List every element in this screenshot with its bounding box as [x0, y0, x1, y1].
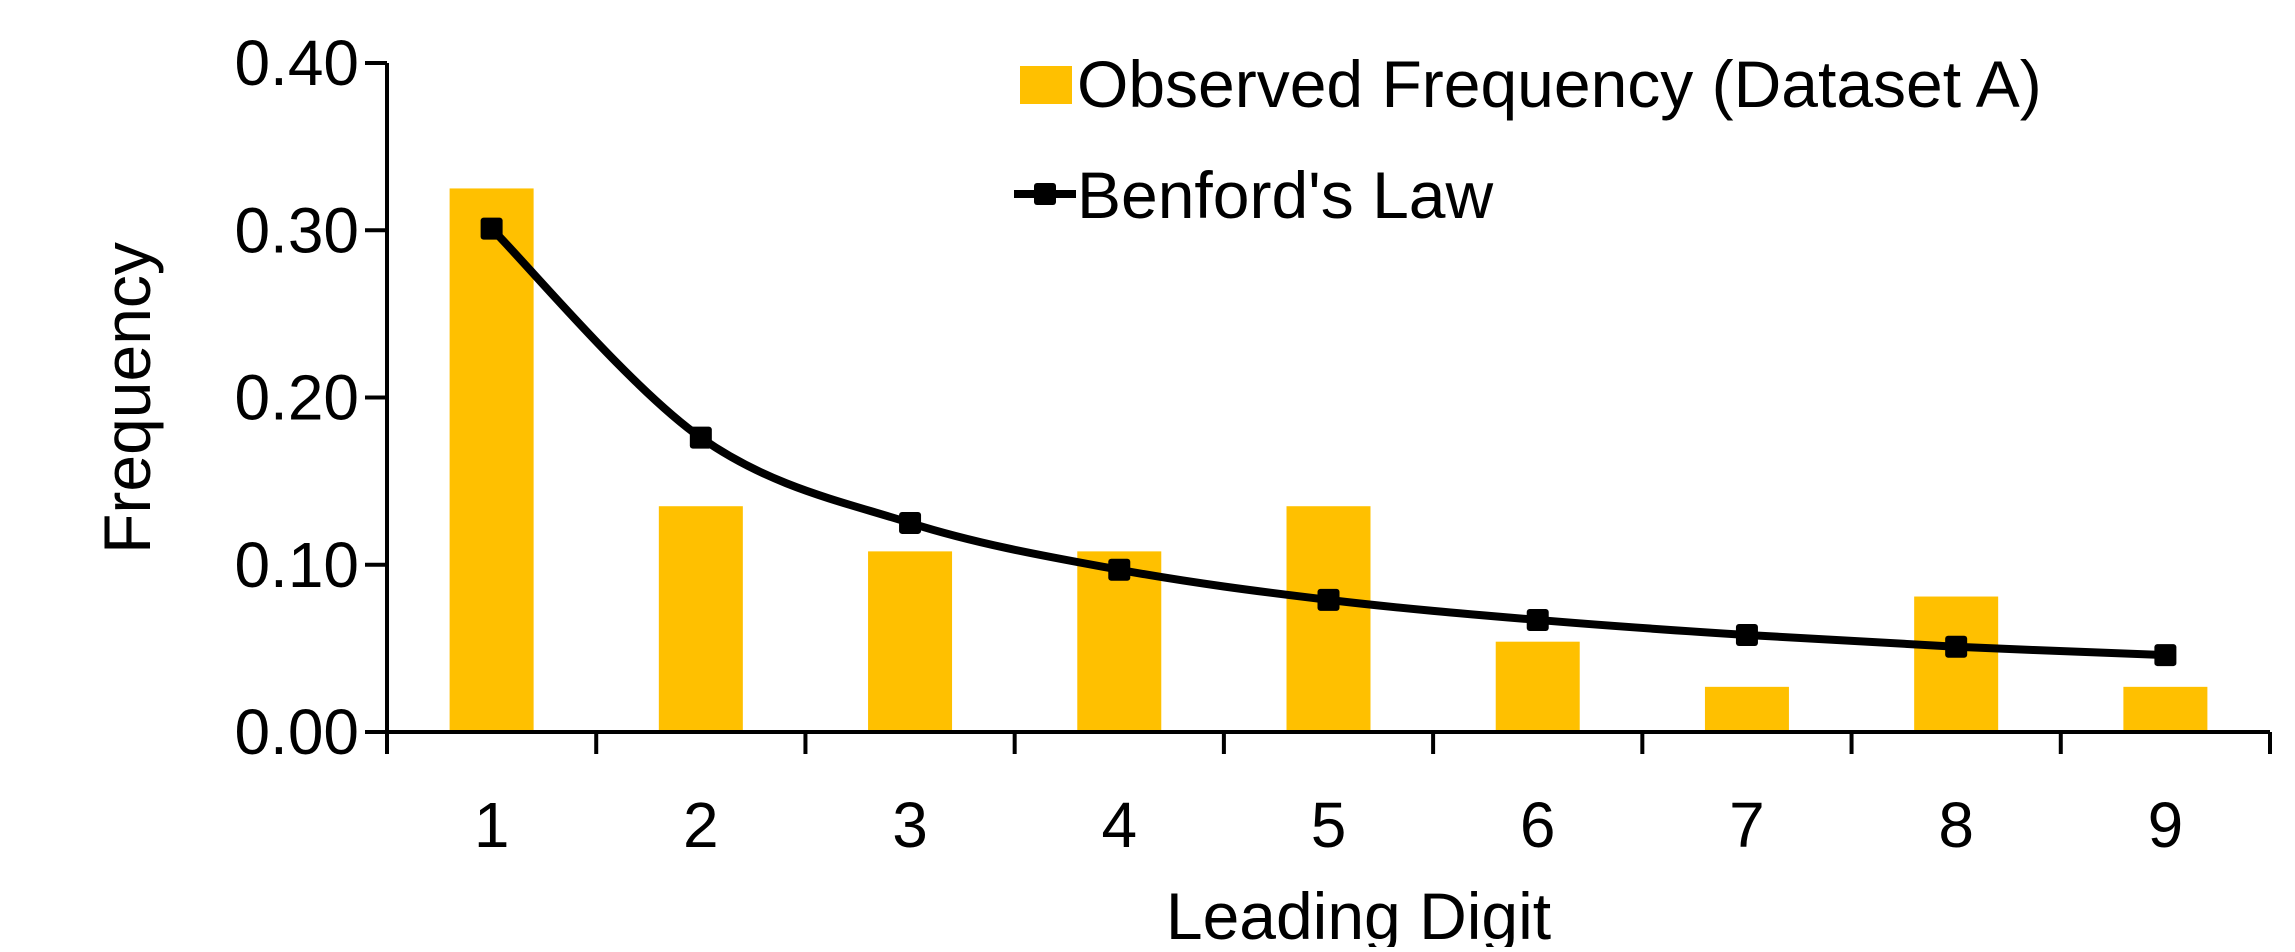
- x-tick-label: 5: [1311, 789, 1347, 861]
- benford-marker-9: [2154, 644, 2177, 667]
- x-tick-label: 6: [1520, 789, 1556, 861]
- legend-label-benford: Benford's Law: [1077, 158, 1494, 232]
- y-axis-title: Frequency: [90, 242, 164, 554]
- y-tick-label: 0.00: [234, 696, 359, 768]
- legend: Observed Frequency (Dataset A) Benford's …: [1014, 47, 2042, 232]
- x-axis-title: Leading Digit: [1166, 879, 1551, 947]
- bar-9: [2123, 686, 2208, 732]
- benford-line: [488, 225, 2166, 660]
- bar-3: [868, 551, 953, 732]
- axes-layer: 0.00 0.10 0.20 0.30 0.40 1 2 3 4 5 6 7 8 9 Leading Dig…: [90, 27, 2272, 952]
- benford-marker-4: [1108, 558, 1131, 581]
- y-tick-label: 0.10: [234, 529, 359, 601]
- x-tick-label: 2: [683, 789, 719, 861]
- bars-layer: [449, 188, 2208, 732]
- benford-marker-3: [899, 511, 922, 534]
- bar-6: [1495, 641, 1580, 732]
- bar-7: [1704, 686, 1789, 732]
- line-layer: [480, 217, 2177, 667]
- x-tick-label: 3: [892, 789, 928, 861]
- bar-5: [1286, 506, 1371, 732]
- x-tick-label: 1: [474, 789, 510, 861]
- legend-line-marker: [1034, 183, 1056, 205]
- benford-marker-7: [1735, 623, 1758, 646]
- x-tick-label: 4: [1101, 789, 1137, 861]
- legend-bar-swatch: [1020, 66, 1072, 104]
- x-tick-label: 9: [2148, 789, 2184, 861]
- y-tick-label: 0.20: [234, 362, 359, 434]
- bar-4: [1077, 551, 1162, 732]
- benford-marker-2: [689, 426, 712, 449]
- x-tick-label: 7: [1729, 789, 1765, 861]
- benford-marker-1: [480, 217, 503, 240]
- benford-marker-5: [1317, 588, 1340, 611]
- benford-marker-8: [1945, 635, 1968, 658]
- y-tick-label: 0.40: [234, 27, 359, 99]
- legend-label-observed: Observed Frequency (Dataset A): [1077, 47, 2042, 121]
- bar-2: [658, 506, 743, 732]
- benford-marker-6: [1526, 608, 1549, 631]
- bar-8: [1914, 596, 1999, 732]
- bar-1: [449, 188, 534, 732]
- y-tick-label: 0.30: [234, 194, 359, 266]
- x-tick-label: 8: [1938, 789, 1974, 861]
